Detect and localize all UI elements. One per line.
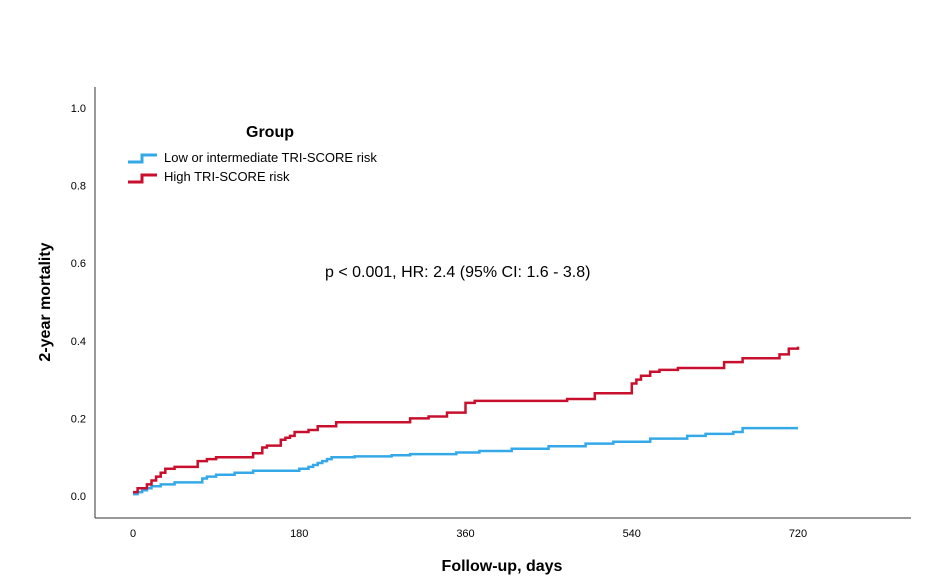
series-layer [133,346,800,496]
statistics-annotation: p < 0.001, HR: 2.4 (95% CI: 1.6 - 3.8) [325,264,590,281]
x-axis-title: Follow-up, days [442,558,563,575]
y-tick-label: 0.8 [71,181,86,193]
y-ticks: 0.0 0.2 0.4 0.6 0.8 1.0 [71,103,86,503]
y-tick-label: 0.6 [71,258,86,270]
y-tick-label: 0.0 [71,491,86,503]
y-tick-label: 1.0 [71,103,86,115]
x-ticks: 0 180 360 540 720 [130,528,807,540]
y-tick-label: 0.4 [71,336,86,348]
legend-swatch-low-risk [128,153,157,164]
y-tick-label: 0.2 [71,413,86,425]
series-line-low-risk [133,426,798,496]
legend: Group Low or intermediate TRI-SCORE risk… [128,124,377,184]
x-tick-label: 360 [456,528,474,540]
series-line-high-risk [133,346,800,494]
y-axis-title: 2-year mortality [37,242,54,361]
legend-swatch-high-risk [128,173,157,184]
x-tick-label: 720 [789,528,807,540]
legend-title: Group [246,124,294,141]
x-tick-label: 540 [623,528,641,540]
legend-label-high-risk: High TRI-SCORE risk [164,169,290,184]
x-tick-label: 0 [130,528,136,540]
legend-label-low-risk: Low or intermediate TRI-SCORE risk [164,150,377,165]
x-tick-label: 180 [290,528,308,540]
